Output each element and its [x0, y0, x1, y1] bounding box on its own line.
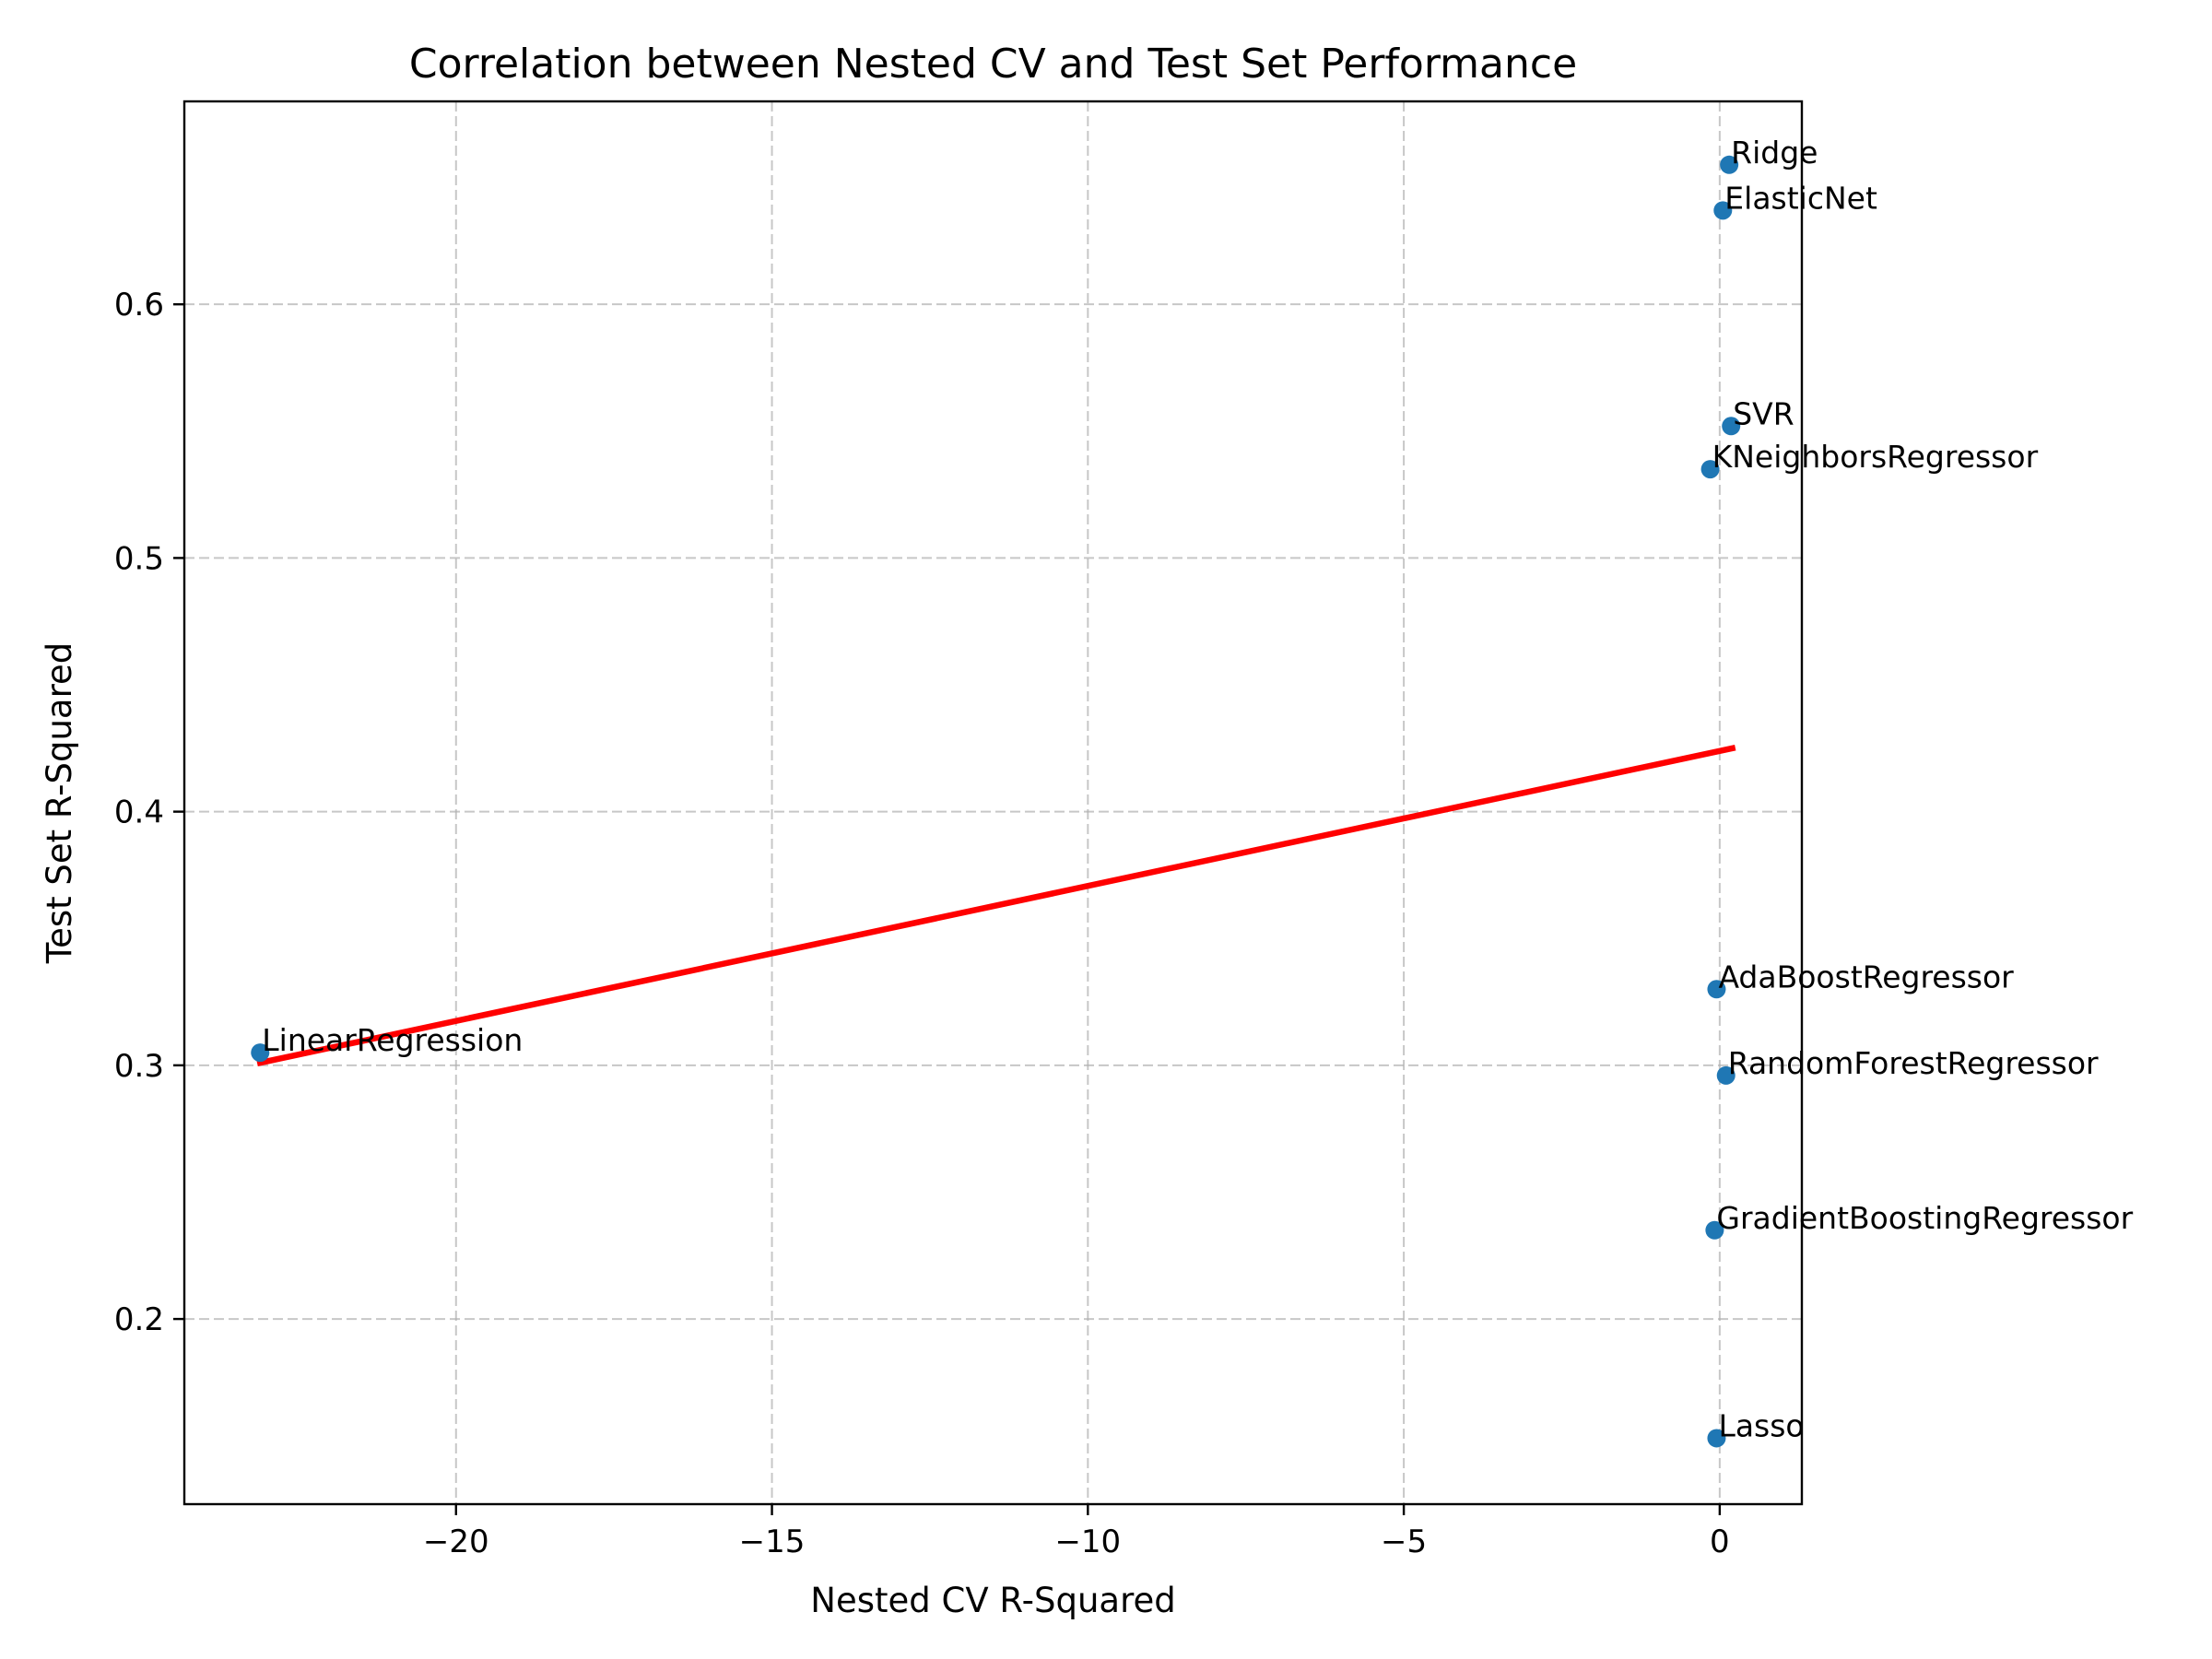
data-point	[251, 1043, 270, 1063]
x-tick-label: −20	[423, 1524, 489, 1560]
chart-title: Correlation between Nested CV and Test S…	[409, 41, 1577, 88]
plot-frame	[182, 100, 1804, 1506]
point-label: Ridge	[1731, 135, 1818, 171]
grid	[184, 101, 1802, 1504]
y-tick-label: 0.6	[114, 287, 164, 324]
data-point	[1700, 460, 1720, 479]
y-tick-label: 0.5	[114, 540, 164, 577]
data-point	[1720, 155, 1739, 174]
x-tick-label: −15	[739, 1524, 806, 1560]
x-tick-label: −5	[1381, 1524, 1427, 1560]
points-layer	[251, 155, 1741, 1448]
point-label: SVR	[1733, 395, 1794, 431]
x-axis-ticks: −20 −15 −10 −5 0	[423, 1504, 1730, 1560]
point-label: Lasso	[1718, 1407, 1804, 1443]
data-point	[1716, 1065, 1735, 1085]
data-point	[1722, 417, 1741, 436]
point-label: RandomForestRegressor	[1728, 1045, 2099, 1081]
data-point	[1707, 1429, 1726, 1448]
x-tick-label: −10	[1054, 1524, 1121, 1560]
data-point	[1713, 201, 1733, 220]
y-tick-label: 0.4	[114, 794, 164, 831]
data-point	[1707, 980, 1726, 999]
point-label: KNeighborsRegressor	[1712, 439, 2039, 475]
point-label: GradientBoostingRegressor	[1716, 1200, 2133, 1236]
x-axis-label: Nested CV R-Squared	[810, 1581, 1175, 1620]
y-axis-ticks: 0.2 0.3 0.4 0.5 0.6	[114, 287, 184, 1338]
x-tick-label: 0	[1710, 1524, 1730, 1560]
point-label: LinearRegression	[262, 1022, 523, 1058]
fit-line-layer	[256, 744, 1736, 1066]
y-axis-label: Test Set R-Squared	[40, 642, 79, 964]
y-tick-label: 0.3	[114, 1048, 164, 1085]
y-tick-label: 0.2	[114, 1301, 164, 1338]
data-point	[1705, 1220, 1724, 1240]
point-labels-layer: RidgeElasticNetSVRKNeighborsRegressorAda…	[262, 135, 2133, 1444]
fit-line	[256, 744, 1736, 1066]
point-label: AdaBoostRegressor	[1718, 959, 2014, 994]
